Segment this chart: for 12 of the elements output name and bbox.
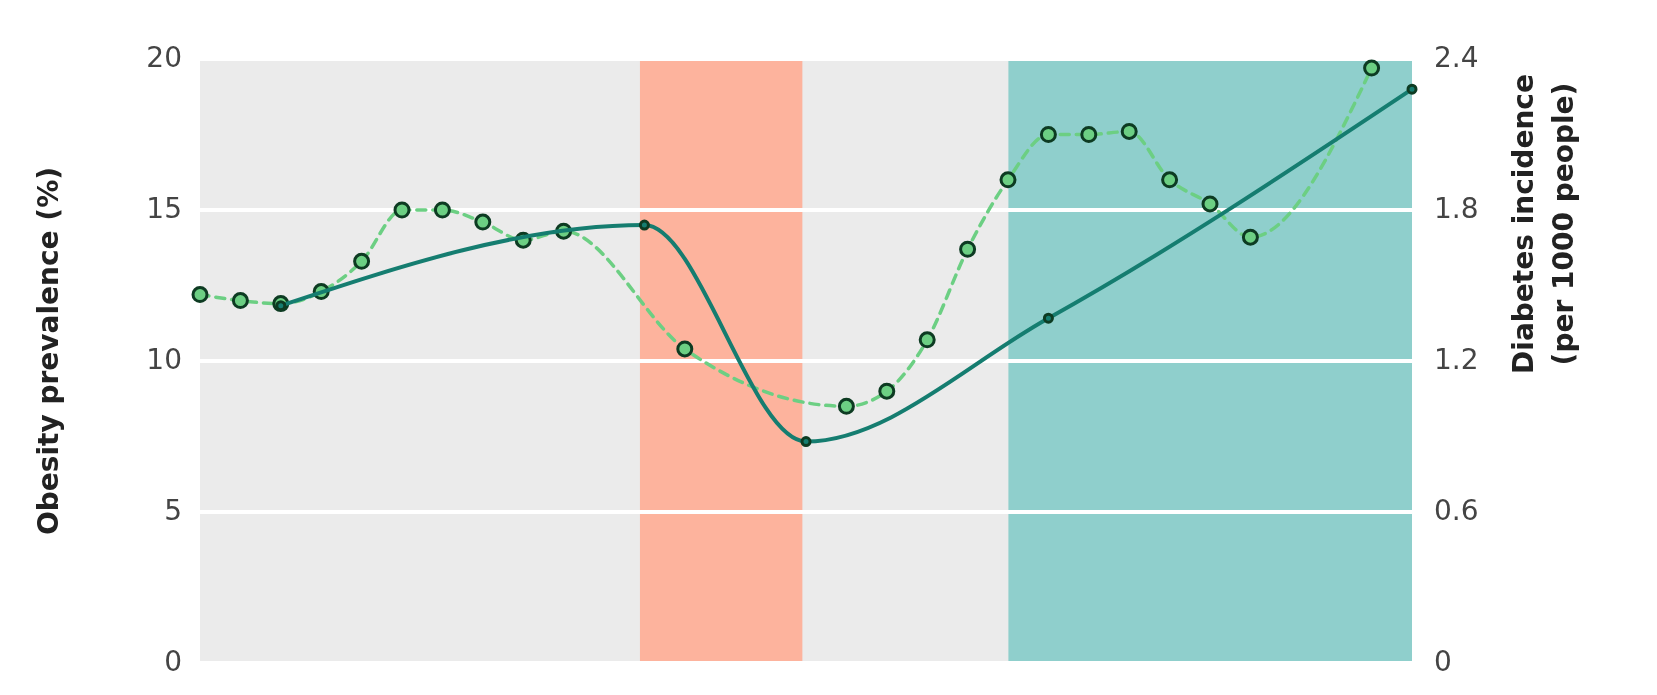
y-axis-title: Obesity prevalence (%) xyxy=(32,167,65,535)
y-tick-label: 20 xyxy=(146,41,182,74)
y2-tick-label: 1.2 xyxy=(1434,343,1479,376)
y2-axis-title: Diabetes incidence (per 1000 people) xyxy=(1507,74,1580,374)
y2-tick-label: 0.6 xyxy=(1434,494,1479,527)
y-tick-label: 15 xyxy=(146,192,182,225)
y-tick-label: 10 xyxy=(146,343,182,376)
y2-tick-label: 0 xyxy=(1434,645,1452,678)
y-tick-label: 5 xyxy=(164,494,182,527)
y2-tick-label: 2.4 xyxy=(1434,41,1479,74)
y-tick-label: 0 xyxy=(164,645,182,678)
y2-tick-label: 1.8 xyxy=(1434,192,1479,225)
